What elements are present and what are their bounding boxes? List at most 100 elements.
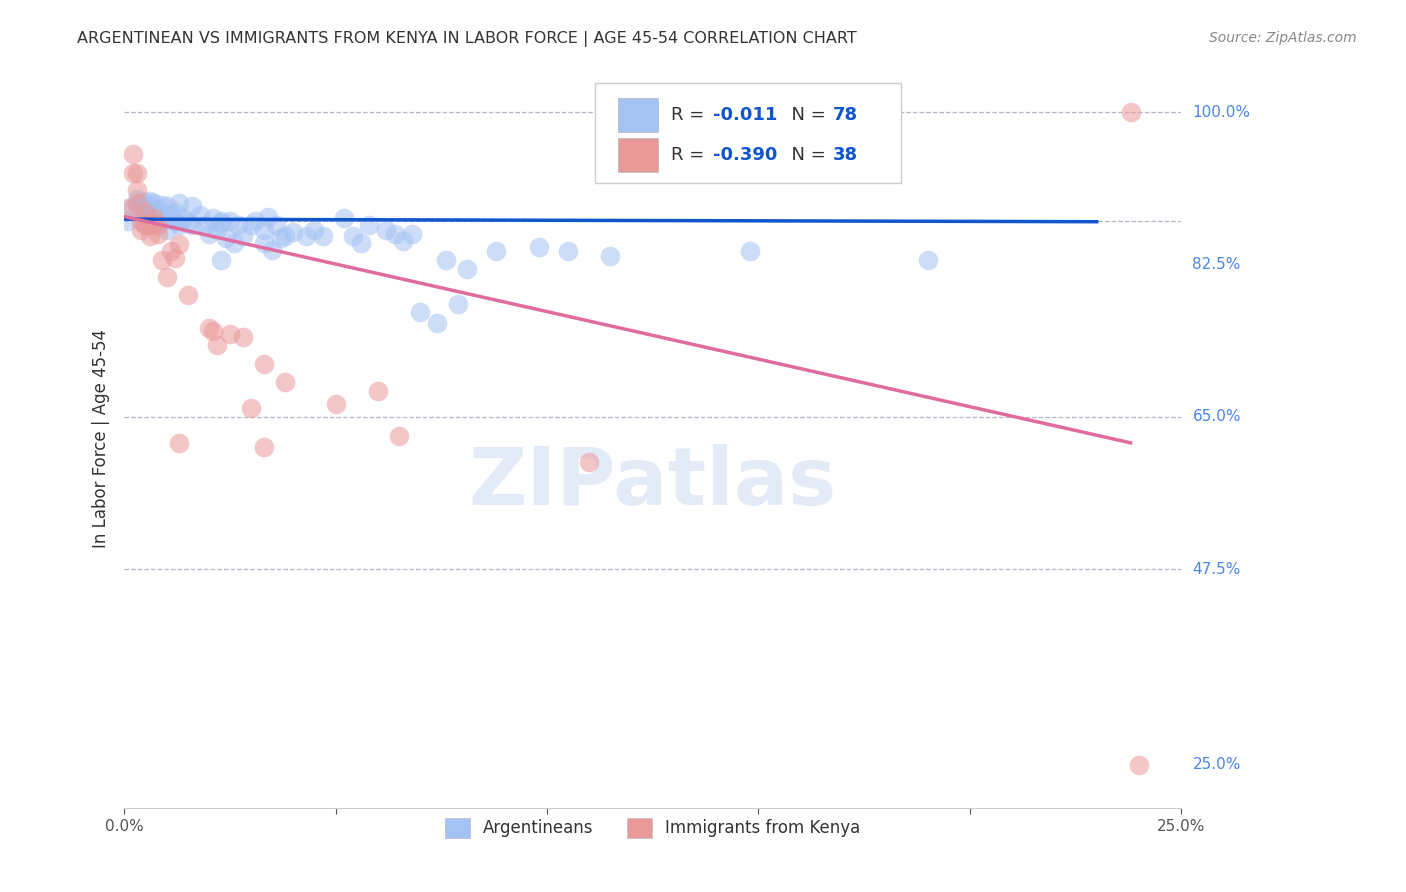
Point xyxy=(253,222,276,236)
Point xyxy=(188,208,211,222)
Point xyxy=(245,214,267,228)
Point xyxy=(219,214,242,228)
Legend: Argentineans, Immigrants from Kenya: Argentineans, Immigrants from Kenya xyxy=(439,811,868,845)
Text: -0.390: -0.390 xyxy=(713,146,778,164)
Point xyxy=(253,358,276,372)
Point xyxy=(129,208,152,222)
Point xyxy=(125,183,148,197)
Point xyxy=(134,218,156,232)
Text: 78: 78 xyxy=(832,105,858,124)
Point xyxy=(266,218,288,232)
Point xyxy=(142,211,165,226)
Point xyxy=(211,217,233,231)
Point xyxy=(180,199,202,213)
Point xyxy=(159,208,181,222)
Text: N =: N = xyxy=(779,105,831,124)
Point xyxy=(155,222,177,236)
Point xyxy=(167,218,190,232)
Point xyxy=(367,384,389,398)
Text: R =: R = xyxy=(671,146,710,164)
Point xyxy=(738,244,761,259)
Point xyxy=(146,218,169,232)
Text: R =: R = xyxy=(671,105,710,124)
Point xyxy=(211,214,233,228)
Point xyxy=(232,329,254,343)
Point xyxy=(219,326,242,341)
Point xyxy=(283,225,305,239)
Point xyxy=(121,146,143,161)
Point xyxy=(176,217,198,231)
Point xyxy=(125,166,148,180)
Point xyxy=(274,228,297,243)
Point xyxy=(578,455,600,469)
FancyBboxPatch shape xyxy=(617,97,658,131)
Point xyxy=(134,218,156,232)
Point xyxy=(253,235,276,250)
Point xyxy=(350,235,373,250)
Point xyxy=(176,288,198,302)
Point xyxy=(240,218,263,232)
Point xyxy=(125,198,148,212)
Point xyxy=(599,249,621,263)
Point xyxy=(527,240,550,254)
FancyBboxPatch shape xyxy=(595,83,901,183)
Point xyxy=(240,401,263,415)
Point xyxy=(325,397,347,411)
Point xyxy=(295,228,318,243)
Point xyxy=(270,231,292,245)
Point xyxy=(1128,888,1150,892)
Text: 100.0%: 100.0% xyxy=(1192,104,1250,120)
Point xyxy=(138,199,160,213)
Text: 82.5%: 82.5% xyxy=(1192,257,1240,272)
Point xyxy=(134,205,156,219)
Point xyxy=(180,218,202,232)
Point xyxy=(202,211,225,226)
Point xyxy=(392,234,415,248)
Point xyxy=(304,222,326,236)
Point xyxy=(146,218,169,232)
Point xyxy=(224,235,246,250)
Point xyxy=(333,211,356,226)
Point xyxy=(342,228,364,243)
Point xyxy=(138,218,160,232)
Point xyxy=(125,196,148,211)
Point xyxy=(359,218,381,232)
Point xyxy=(426,316,449,330)
Point xyxy=(232,228,254,243)
Point xyxy=(312,228,335,243)
Point xyxy=(142,208,165,222)
Point xyxy=(121,166,143,180)
FancyBboxPatch shape xyxy=(617,138,658,172)
Point xyxy=(207,338,229,352)
Text: Source: ZipAtlas.com: Source: ZipAtlas.com xyxy=(1209,31,1357,45)
Point xyxy=(375,222,398,236)
Point xyxy=(447,296,470,310)
Point xyxy=(211,253,233,268)
Point xyxy=(167,196,190,211)
Point xyxy=(117,201,139,215)
Point xyxy=(197,227,219,241)
Text: 47.5%: 47.5% xyxy=(1192,562,1240,576)
Text: 25.0%: 25.0% xyxy=(1192,757,1240,772)
Point xyxy=(138,214,160,228)
Point xyxy=(257,210,280,224)
Point xyxy=(159,211,181,226)
Point xyxy=(163,205,186,219)
Point xyxy=(146,214,169,228)
Point xyxy=(917,253,939,268)
Point xyxy=(167,435,190,450)
Point xyxy=(146,202,169,217)
Point xyxy=(117,214,139,228)
Point xyxy=(401,227,423,241)
Point xyxy=(146,227,169,241)
Point xyxy=(155,199,177,213)
Text: -0.011: -0.011 xyxy=(713,105,778,124)
Point xyxy=(274,375,297,389)
Point xyxy=(129,222,152,236)
Point xyxy=(197,321,219,335)
Point xyxy=(167,237,190,252)
Point xyxy=(134,210,156,224)
Point xyxy=(1128,758,1150,772)
Point xyxy=(150,198,173,212)
Point xyxy=(485,244,508,259)
